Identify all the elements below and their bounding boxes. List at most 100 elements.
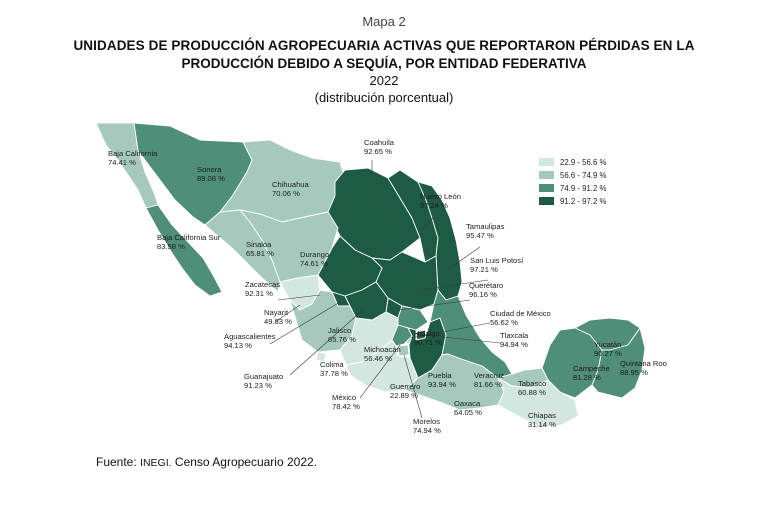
state-value-durango: 74.61 % <box>300 259 328 268</box>
state-name-sonora: Sonora <box>197 165 222 174</box>
legend-swatch-1 <box>539 158 554 166</box>
leader-zacatecas <box>277 294 321 301</box>
source-prefix: Fuente: <box>96 455 137 469</box>
leader-aguascalientes <box>269 301 341 345</box>
state-name-campeche: Campeche <box>573 364 610 373</box>
map-legend: 22.9 - 56.6 % 56.6 - 74.9 % 74.9 - 91.2 % 9… <box>539 158 606 206</box>
leader-morelos <box>403 354 423 419</box>
state-name-michoacan: Michoacán <box>364 345 401 354</box>
state-value-guanajuato: 91.23 % <box>244 381 272 390</box>
source-note: Fuente: INEGI. Censo Agropecuario 2022. <box>96 455 317 469</box>
state-name-guanajuato: Guanajuato <box>244 372 283 381</box>
state-name-nuevo-leon: Nuevo León <box>420 192 461 201</box>
state-value-baja-california: 74.41 % <box>108 158 136 167</box>
state-name-veracruz: Veracruz <box>474 371 504 380</box>
state-value-sonora: 89.08 % <box>197 174 225 183</box>
state-name-zacatecas: Zacatecas <box>245 280 280 289</box>
state-name-durango: Durango <box>300 250 329 259</box>
state-name-queretaro: Querétaro <box>469 281 503 290</box>
state-name-chiapas: Chiapas <box>528 411 556 420</box>
state-name-ciudad-de-mexico: Ciudad de México <box>490 309 551 318</box>
map-title-line-2: PRODUCCIÓN DEBIDO A SEQUÍA, POR ENTIDAD … <box>181 56 587 71</box>
state-name-hidalgo: Hidalgo <box>414 329 440 338</box>
state-name-yucatan: Yucatán <box>594 340 621 349</box>
legend-swatch-2 <box>539 171 554 179</box>
state-name-oaxaca: Oaxaca <box>454 399 481 408</box>
state-value-tabasco: 60.88 % <box>518 388 546 397</box>
state-value-chihuahua: 70.06 % <box>272 189 300 198</box>
state-name-jalisco: Jalisco <box>328 326 351 335</box>
leader-tlaxcala <box>424 334 501 344</box>
state-value-aguascalientes: 94.13 % <box>224 341 252 350</box>
state-colima <box>315 351 327 363</box>
leader-mexico <box>359 344 401 399</box>
map-title-line-1: UNIDADES DE PRODUCCIÓN AGROPECUARIA ACTI… <box>73 38 695 53</box>
state-name-chihuahua: Chihuahua <box>272 180 310 189</box>
state-guanajuato <box>344 281 389 321</box>
state-value-nayarit: 49.83 % <box>264 317 292 326</box>
state-value-morelos: 74.94 % <box>413 426 441 435</box>
state-name-colima: Colima <box>320 360 344 369</box>
state-value-michoacan: 56.46 % <box>364 354 392 363</box>
map-year: 2022 <box>369 73 399 88</box>
state-value-baja-california-sur: 83.58 % <box>157 242 185 251</box>
state-value-guerrero: 22.89 % <box>390 391 418 400</box>
map-subtitle: (distribución porcentual) <box>314 90 454 105</box>
leader-nuevo-leon <box>421 217 434 231</box>
state-chiapas <box>497 377 579 429</box>
leader-guanajuato <box>289 307 366 376</box>
state-value-tamaulipas: 95.47 % <box>466 231 494 240</box>
leader-san-luis-potosi <box>419 279 489 291</box>
states-layer <box>95 122 646 429</box>
legend-swatch-3 <box>539 184 554 192</box>
state-morelos <box>397 344 410 357</box>
state-name-morelos: Morelos <box>413 417 440 426</box>
state-value-yucatan: 90.27 % <box>594 349 622 358</box>
state-value-zacatecas: 92.31 % <box>245 289 273 298</box>
state-value-hidalgo: 90.71 % <box>414 338 442 347</box>
map-number: Mapa 2 <box>362 14 406 29</box>
state-name-sinaloa: Sinaloa <box>246 240 272 249</box>
state-name-puebla: Puebla <box>428 371 452 380</box>
state-value-san-luis-potosi: 97.21 % <box>470 265 498 274</box>
state-value-nuevo-leon: 97.24 % <box>420 201 448 210</box>
legend-label-2: 56.6 - 74.9 % <box>560 171 606 180</box>
state-name-mexico: México <box>332 393 356 402</box>
source-text: Censo Agropecuario 2022. <box>174 455 318 469</box>
state-name-aguascalientes: Aguascalientes <box>224 332 276 341</box>
state-name-guerrero: Guerrero <box>390 382 420 391</box>
state-value-campeche: 81.28 % <box>573 373 601 382</box>
leader-lines <box>269 160 501 419</box>
state-name-baja-california: Baja California <box>108 149 158 158</box>
state-name-coahuila: Coahuila <box>364 138 395 147</box>
state-value-queretaro: 96.16 % <box>469 290 497 299</box>
state-value-jalisco: 65.76 % <box>328 335 356 344</box>
state-value-quintana-roo: 88.95 % <box>620 368 648 377</box>
state-name-baja-california-sur: Baja California Sur <box>157 233 221 242</box>
state-guerrero <box>345 339 419 393</box>
state-name-tamaulipas: Tamaulipas <box>466 222 505 231</box>
leader-nayarit <box>274 304 301 323</box>
source-organization: INEGI. <box>140 457 172 469</box>
legend-label-1: 22.9 - 56.6 % <box>560 158 606 167</box>
state-value-mexico: 78.42 % <box>332 402 360 411</box>
state-name-tabasco: Tabasco <box>518 379 546 388</box>
leader-tamaulipas <box>449 246 481 269</box>
legend-label-4: 91.2 - 97.2 % <box>560 197 606 206</box>
state-name-nayarit: Nayarit <box>264 308 289 317</box>
state-value-oaxaca: 64.05 % <box>454 408 482 417</box>
state-value-puebla: 93.94 % <box>428 380 456 389</box>
state-value-veracruz: 81.66 % <box>474 380 502 389</box>
state-value-tlaxcala: 94.94 % <box>500 340 528 349</box>
leader-queretaro <box>397 299 471 311</box>
state-name-tlaxcala: Tlaxcala <box>500 331 529 340</box>
state-baja-california-sur <box>145 204 223 297</box>
legend-swatch-4 <box>539 197 554 205</box>
state-name-quintana-roo: Quintana Roo <box>620 359 667 368</box>
state-name-san-luis-potosi: San Luis Potosí <box>470 256 524 265</box>
leader-ciudad-de-mexico <box>409 322 491 339</box>
legend-label-3: 74.9 - 91.2 % <box>560 184 606 193</box>
state-value-chiapas: 31.14 % <box>528 420 556 429</box>
